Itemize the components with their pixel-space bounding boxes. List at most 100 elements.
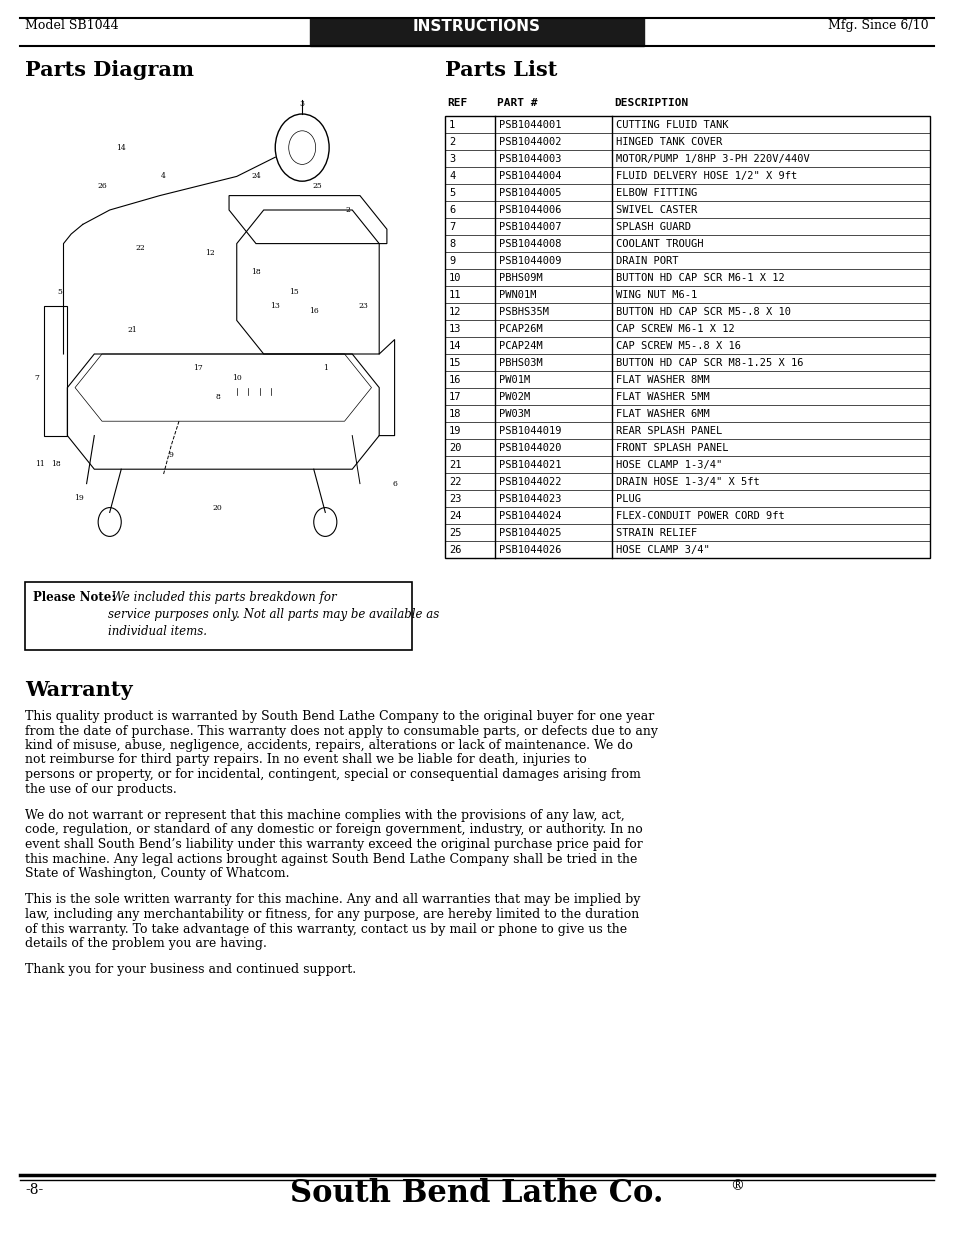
Text: 24: 24 (251, 173, 260, 180)
Text: 4: 4 (161, 173, 166, 180)
Text: CAP SCREW M5-.8 X 16: CAP SCREW M5-.8 X 16 (616, 341, 740, 351)
Text: 17: 17 (449, 393, 461, 403)
Text: PW02M: PW02M (498, 393, 530, 403)
Text: COOLANT TROUGH: COOLANT TROUGH (616, 240, 702, 249)
Text: Please Note:: Please Note: (33, 592, 115, 604)
Text: PW01M: PW01M (498, 375, 530, 385)
Text: 14: 14 (116, 143, 126, 152)
Text: 18: 18 (51, 461, 61, 468)
Text: 7: 7 (449, 222, 455, 232)
Text: 12: 12 (205, 249, 214, 257)
Text: 13: 13 (449, 325, 461, 335)
Text: 21: 21 (128, 326, 137, 333)
Text: 22: 22 (449, 478, 461, 488)
Text: BUTTON HD CAP SCR M8-1.25 X 16: BUTTON HD CAP SCR M8-1.25 X 16 (616, 358, 802, 368)
Text: 22: 22 (135, 245, 145, 252)
Text: law, including any merchantability or fitness, for any purpose, are hereby limit: law, including any merchantability or fi… (25, 908, 639, 921)
Text: MOTOR/PUMP 1/8HP 3-PH 220V/440V: MOTOR/PUMP 1/8HP 3-PH 220V/440V (616, 154, 809, 164)
Text: 3: 3 (299, 100, 304, 109)
Text: PSB1044009: PSB1044009 (498, 257, 561, 267)
Text: 16: 16 (449, 375, 461, 385)
Text: persons or property, or for incidental, contingent, special or consequential dam: persons or property, or for incidental, … (25, 768, 640, 781)
Text: PSB1044006: PSB1044006 (498, 205, 561, 215)
Text: 10: 10 (232, 374, 241, 382)
Text: 3: 3 (449, 154, 455, 164)
Text: Parts Diagram: Parts Diagram (25, 61, 193, 80)
Text: PSB1044008: PSB1044008 (498, 240, 561, 249)
Text: HOSE CLAMP 1-3/4": HOSE CLAMP 1-3/4" (616, 461, 721, 471)
Text: ELBOW FITTING: ELBOW FITTING (616, 189, 697, 199)
Text: 24: 24 (449, 511, 461, 521)
Text: 7: 7 (34, 374, 39, 382)
Text: 23: 23 (358, 303, 369, 310)
Text: 18: 18 (449, 409, 461, 420)
Text: 6: 6 (392, 479, 396, 488)
Text: 18: 18 (251, 268, 260, 277)
Text: FLEX-CONDUIT POWER CORD 9ft: FLEX-CONDUIT POWER CORD 9ft (616, 511, 784, 521)
Text: REF: REF (447, 98, 467, 107)
Text: PSB1044003: PSB1044003 (498, 154, 561, 164)
Text: PCAP24M: PCAP24M (498, 341, 542, 351)
Text: the use of our products.: the use of our products. (25, 783, 176, 795)
Text: FLAT WASHER 5MM: FLAT WASHER 5MM (616, 393, 709, 403)
Text: PSB1044007: PSB1044007 (498, 222, 561, 232)
Text: ®: ® (729, 1179, 743, 1193)
Text: from the date of purchase. This warranty does not apply to consumable parts, or : from the date of purchase. This warranty… (25, 725, 658, 737)
Bar (444, 116, 929, 558)
Text: PCAP26M: PCAP26M (498, 325, 542, 335)
Circle shape (275, 114, 329, 182)
Text: 14: 14 (449, 341, 461, 351)
Text: BUTTON HD CAP SCR M5-.8 X 10: BUTTON HD CAP SCR M5-.8 X 10 (616, 308, 790, 317)
Text: PSB1044026: PSB1044026 (498, 546, 561, 556)
Text: 2: 2 (346, 206, 351, 214)
Text: INSTRUCTIONS: INSTRUCTIONS (413, 19, 540, 35)
Text: FLAT WASHER 8MM: FLAT WASHER 8MM (616, 375, 709, 385)
Text: PWN01M: PWN01M (498, 290, 536, 300)
Text: 12: 12 (449, 308, 461, 317)
Text: 6: 6 (449, 205, 455, 215)
Text: 11: 11 (35, 461, 45, 468)
Text: PSB1044004: PSB1044004 (498, 172, 561, 182)
Text: 20: 20 (449, 443, 461, 453)
Text: 5: 5 (449, 189, 455, 199)
Text: 10: 10 (449, 273, 461, 283)
Text: kind of misuse, abuse, negligence, accidents, repairs, alterations or lack of ma: kind of misuse, abuse, negligence, accid… (25, 739, 632, 752)
Text: -8-: -8- (25, 1183, 43, 1197)
Text: event shall South Bend’s liability under this warranty exceed the original purch: event shall South Bend’s liability under… (25, 839, 642, 851)
Text: 9: 9 (449, 257, 455, 267)
Text: Mfg. Since 6/10: Mfg. Since 6/10 (827, 19, 928, 32)
Text: PW03M: PW03M (498, 409, 530, 420)
Text: not reimburse for third party repairs. In no event shall we be liable for death,: not reimburse for third party repairs. I… (25, 753, 586, 767)
Text: FLAT WASHER 6MM: FLAT WASHER 6MM (616, 409, 709, 420)
Text: 20: 20 (213, 504, 222, 511)
Text: We do not warrant or represent that this machine complies with the provisions of: We do not warrant or represent that this… (25, 809, 624, 823)
Text: this machine. Any legal actions brought against South Bend Lathe Company shall b: this machine. Any legal actions brought … (25, 852, 637, 866)
Text: WING NUT M6-1: WING NUT M6-1 (616, 290, 697, 300)
Text: PSB1044020: PSB1044020 (498, 443, 561, 453)
Text: STRAIN RELIEF: STRAIN RELIEF (616, 529, 697, 538)
Text: 1: 1 (322, 364, 328, 373)
Text: Model SB1044: Model SB1044 (25, 19, 118, 32)
Text: REAR SPLASH PANEL: REAR SPLASH PANEL (616, 426, 721, 436)
Text: CAP SCREW M6-1 X 12: CAP SCREW M6-1 X 12 (616, 325, 734, 335)
Text: FLUID DELVERY HOSE 1/2" X 9ft: FLUID DELVERY HOSE 1/2" X 9ft (616, 172, 797, 182)
Text: PSB1044005: PSB1044005 (498, 189, 561, 199)
Text: SWIVEL CASTER: SWIVEL CASTER (616, 205, 697, 215)
Text: PSB1044019: PSB1044019 (498, 426, 561, 436)
Text: PSB1044021: PSB1044021 (498, 461, 561, 471)
Text: HINGED TANK COVER: HINGED TANK COVER (616, 137, 721, 147)
Text: 25: 25 (449, 529, 461, 538)
Text: 15: 15 (290, 288, 299, 295)
Text: PLUG: PLUG (616, 494, 640, 504)
Bar (310, 19, 643, 46)
Text: This is the sole written warranty for this machine. Any and all warranties that : This is the sole written warranty for th… (25, 893, 639, 906)
Text: 21: 21 (449, 461, 461, 471)
Text: CUTTING FLUID TANK: CUTTING FLUID TANK (616, 120, 728, 131)
Text: 17: 17 (193, 364, 203, 373)
Text: PSB1044022: PSB1044022 (498, 478, 561, 488)
Text: 15: 15 (449, 358, 461, 368)
Text: PBHS09M: PBHS09M (498, 273, 542, 283)
Text: 8: 8 (214, 393, 220, 401)
Text: 4: 4 (449, 172, 455, 182)
Text: 19: 19 (74, 494, 84, 501)
